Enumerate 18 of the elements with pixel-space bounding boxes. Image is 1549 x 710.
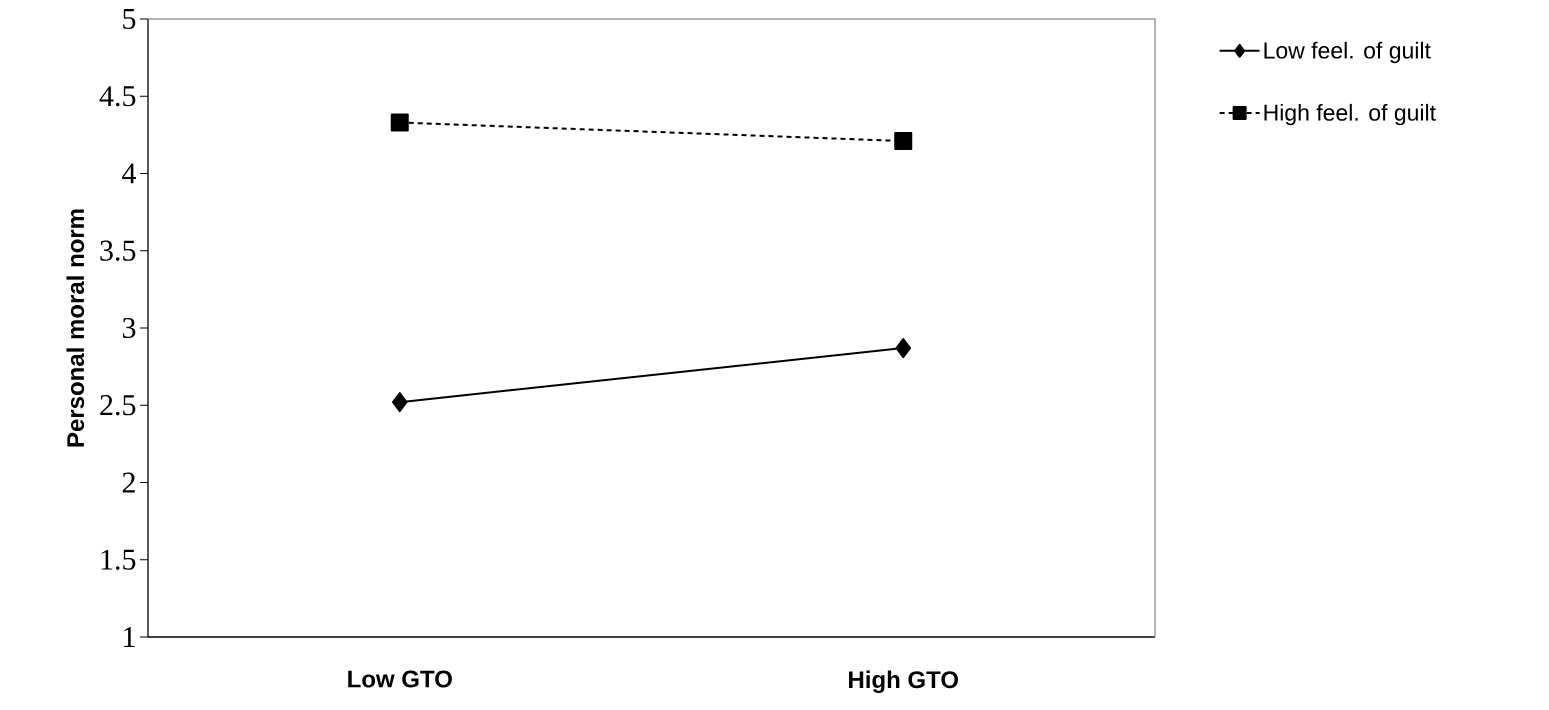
y-tick-label: 2.5 [100, 395, 136, 416]
y-tick-label: 2 [122, 472, 135, 493]
y-tick-label: 1.5 [101, 549, 136, 570]
y-tick-label: 3.5 [100, 240, 136, 261]
point [894, 132, 913, 151]
y-tick-label: 3 [122, 317, 136, 339]
x-tick-label: High GTO [849, 670, 959, 694]
legend-label: Low feel. of guilt [1264, 41, 1431, 64]
x-tick-label: Low GTO [348, 670, 452, 688]
point [392, 392, 408, 413]
y-tick-label: 5 [123, 9, 136, 29]
point [895, 338, 911, 359]
y-tick-label: 1 [124, 627, 135, 647]
legend-label: High feel. of guilt [1264, 103, 1436, 126]
y-tick-label: 4.5 [99, 86, 136, 107]
y-tick-label: 4 [122, 163, 137, 184]
y-axis-title: Personal moral norm [66, 209, 85, 447]
point [390, 113, 409, 132]
